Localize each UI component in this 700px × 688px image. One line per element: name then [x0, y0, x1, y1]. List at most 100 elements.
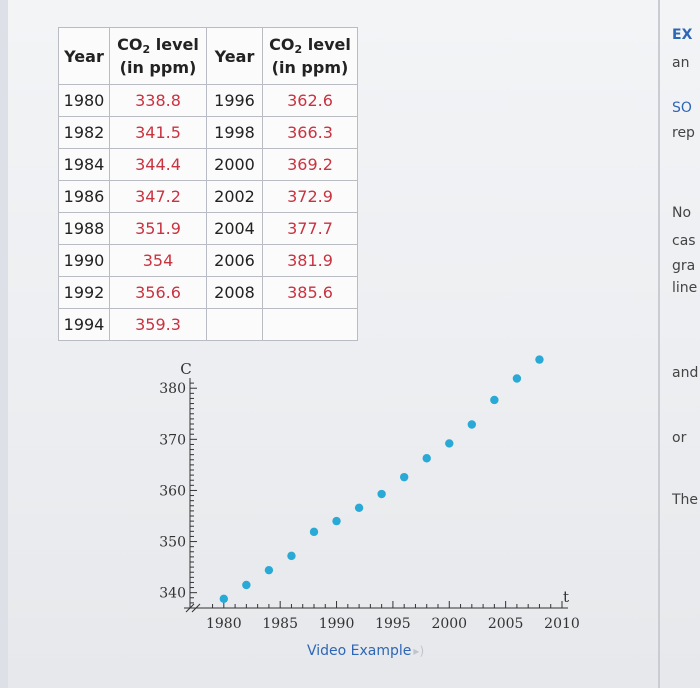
- table-row: 1980 338.8 1996 362.6: [58, 84, 358, 117]
- year-cell: 2002: [206, 180, 263, 213]
- x-tick-label: 1985: [262, 616, 298, 632]
- y-tick-label: 340: [159, 586, 186, 602]
- data-point: [264, 565, 274, 575]
- table-body: 1980 338.8 1996 362.6 1982 341.5 1998 366.3 1984…: [58, 84, 358, 341]
- co2-level-header: CO2 level (in ppm): [109, 27, 207, 85]
- unit-label-2: (in ppm): [271, 58, 349, 77]
- axis-break-mark: [185, 603, 201, 613]
- x-tick-label: 1980: [206, 616, 242, 632]
- co2-value-cell: 344.4: [109, 148, 207, 181]
- year-cell: 1990: [58, 244, 110, 277]
- data-point: [354, 503, 364, 513]
- co2-value-cell: 354: [109, 244, 207, 277]
- co2-subscript-2: 2: [294, 43, 303, 56]
- right-column-fragment: or: [672, 430, 687, 446]
- right-column-fragment: No: [672, 205, 692, 221]
- co2-label-2: CO: [269, 35, 295, 54]
- unit-label: (in ppm): [119, 58, 197, 77]
- right-column-fragment: gra: [672, 258, 696, 274]
- level-word-2: level: [302, 35, 351, 54]
- data-point: [490, 395, 499, 405]
- video-example-link[interactable]: Video Example ▸): [307, 643, 424, 659]
- year-cell: 1996: [206, 84, 263, 117]
- speaker-icon[interactable]: ▸): [413, 644, 425, 658]
- data-point: [512, 374, 522, 383]
- year-cell: 1984: [58, 148, 110, 181]
- x-tick-label: 2005: [488, 616, 524, 632]
- co2-value-cell: 338.8: [109, 84, 207, 117]
- x-tick-label: 2000: [431, 616, 467, 632]
- co2-value-cell: 347.2: [109, 180, 207, 213]
- data-point: [399, 472, 409, 482]
- year-cell: [206, 308, 263, 341]
- table-row: 1992 356.6 2008 385.6: [58, 276, 358, 309]
- right-column-fragment: an: [672, 55, 690, 71]
- year-cell: 1994: [58, 308, 110, 341]
- right-column-fragment: cas: [672, 233, 696, 249]
- year-cell: 1982: [58, 116, 110, 149]
- year-cell: 2000: [206, 148, 263, 181]
- year-cell: 2004: [206, 212, 263, 245]
- co2-value-cell: 366.3: [262, 116, 358, 149]
- data-point: [309, 527, 319, 537]
- column-divider: [658, 0, 660, 688]
- year-cell: 2006: [206, 244, 263, 277]
- right-column-fragment: The: [672, 492, 699, 508]
- co2-value-cell: 356.6: [109, 276, 207, 309]
- data-point: [332, 516, 341, 526]
- co2-value-cell: 341.5: [109, 116, 207, 149]
- co2-subscript: 2: [142, 43, 151, 56]
- data-point: [219, 594, 229, 603]
- year-cell: 1998: [206, 116, 263, 149]
- level-word: level: [150, 35, 199, 54]
- co2-value-cell: 351.9: [109, 212, 207, 245]
- data-point: [287, 551, 296, 561]
- right-column-fragment: and: [672, 365, 699, 381]
- co2-value-cell: 362.6: [262, 84, 358, 117]
- table-row: 1986 347.2 2002 372.9: [58, 180, 358, 213]
- data-point: [422, 454, 431, 463]
- table-row: 1984 344.4 2000 369.2: [58, 148, 358, 181]
- y-tick-label: 360: [159, 483, 186, 499]
- co2-label: CO: [117, 35, 143, 54]
- year-cell: 1986: [58, 180, 110, 213]
- right-column-fragment: rep: [672, 125, 695, 141]
- x-tick-label: 1995: [375, 616, 411, 632]
- y-axis-label: C: [180, 360, 191, 378]
- table-row: 1988 351.9 2004 377.7: [58, 212, 358, 245]
- chart-svg: 340 350 360 370 380 1980 1985 1990 1995 2000 2005 2…: [159, 355, 580, 632]
- year-cell: 1988: [58, 212, 110, 245]
- co2-value-cell: 359.3: [109, 308, 207, 341]
- x-axis-label: t: [563, 588, 569, 606]
- video-example-label[interactable]: Video Example: [307, 643, 412, 659]
- co2-value-cell: 377.7: [262, 212, 358, 245]
- x-tick-label: 1990: [319, 616, 355, 632]
- right-column-fragment: SO: [672, 100, 692, 116]
- right-column-fragment: EX: [672, 27, 693, 43]
- data-point: [467, 420, 477, 429]
- table-header-row: Year CO2 level (in ppm) Year CO2 level (…: [58, 27, 358, 85]
- year-header: Year: [58, 27, 110, 85]
- co2-value-cell: 372.9: [262, 180, 358, 213]
- co2-value-cell: 369.2: [262, 148, 358, 181]
- scatter-chart: 340 350 360 370 380 1980 1985 1990 1995 2000 2005 2…: [148, 355, 588, 636]
- year-header-2: Year: [206, 27, 263, 85]
- table-row: 1994 359.3: [58, 308, 358, 341]
- data-point: [445, 439, 454, 448]
- y-tick-label: 380: [159, 381, 186, 397]
- co2-value-cell: 385.6: [262, 276, 358, 309]
- co2-value-cell: [262, 308, 358, 341]
- y-tick-label: 370: [159, 432, 186, 448]
- right-column-fragment: line: [672, 280, 698, 296]
- data-point: [535, 355, 544, 364]
- data-point: [377, 489, 386, 499]
- co2-level-header-2: CO2 level (in ppm): [262, 27, 358, 85]
- year-cell: 1992: [58, 276, 110, 309]
- co2-value-cell: 381.9: [262, 244, 358, 277]
- year-cell: 2008: [206, 276, 263, 309]
- data-point: [242, 580, 251, 590]
- table-row: 1982 341.5 1998 366.3: [58, 116, 358, 149]
- table-row: 1990 354 2006 381.9: [58, 244, 358, 277]
- x-tick-label: 2010: [544, 616, 580, 632]
- year-cell: 1980: [58, 84, 110, 117]
